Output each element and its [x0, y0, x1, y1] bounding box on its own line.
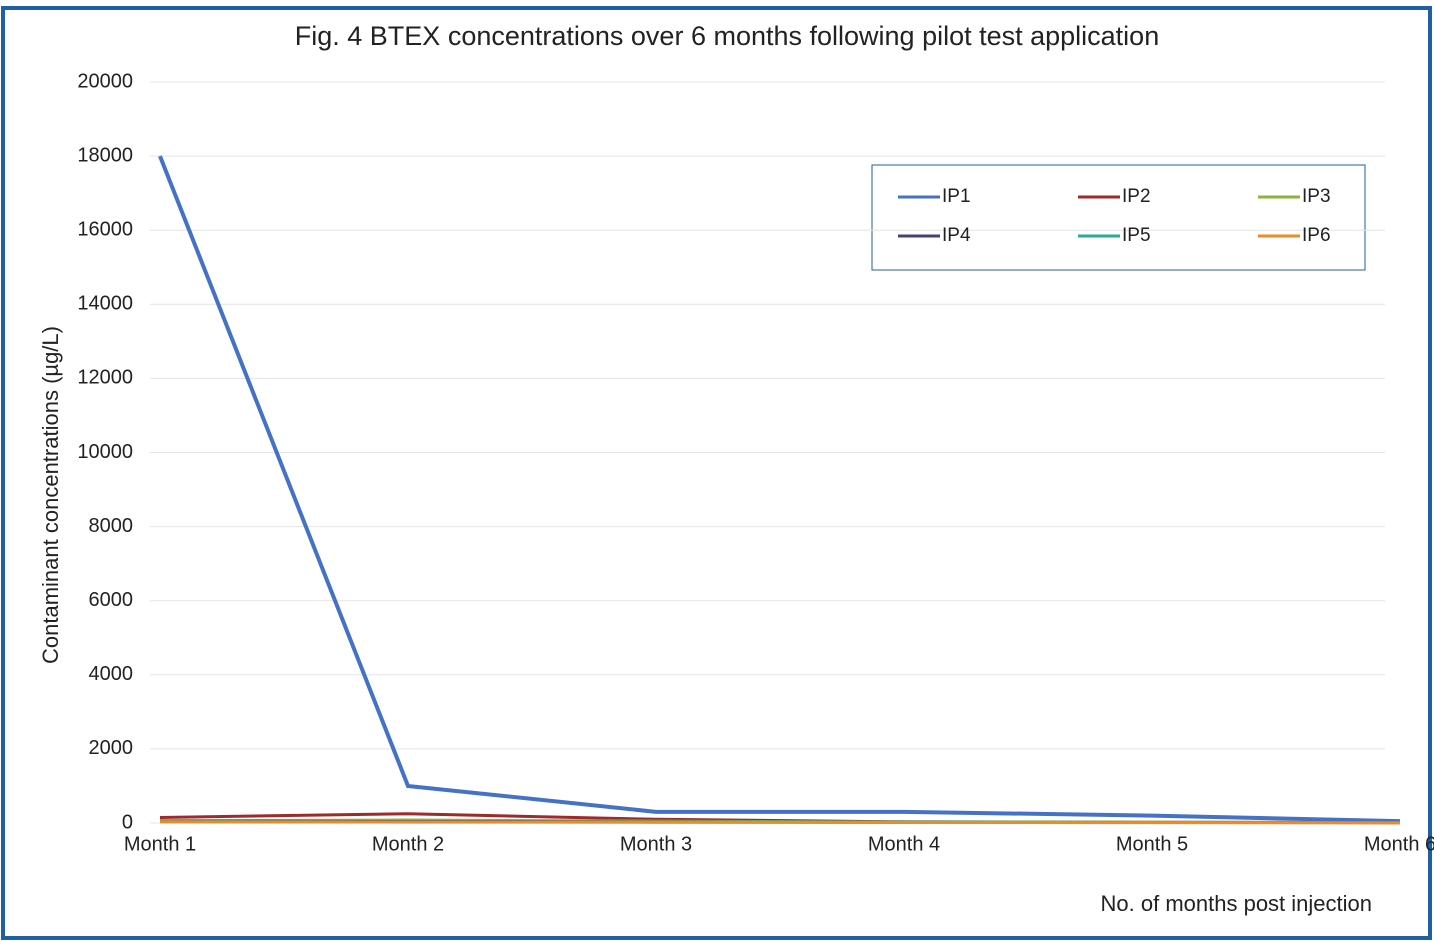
x-tick-label: Month 4: [868, 833, 940, 855]
y-axis-title: Contaminant concentrations (µg/L): [38, 326, 63, 664]
x-tick-label: Month 6: [1364, 833, 1434, 855]
legend-label: IP4: [942, 225, 971, 246]
x-tick-label: Month 2: [372, 833, 444, 855]
chart-title: Fig. 4 BTEX concentrations over 6 months…: [295, 21, 1159, 51]
y-tick-label: 16000: [77, 218, 133, 240]
x-tick-label: Month 5: [1116, 833, 1188, 855]
legend-label: IP2: [1122, 186, 1151, 207]
x-axis-title: No. of months post injection: [1101, 891, 1372, 916]
frame: [1, 6, 1432, 940]
legend-label: IP3: [1302, 186, 1331, 207]
legend-label: IP1: [942, 186, 971, 207]
x-tick-label: Month 1: [124, 833, 196, 855]
legend-label: IP6: [1302, 225, 1331, 246]
y-tick-label: 8000: [89, 515, 134, 537]
y-tick-label: 10000: [77, 441, 133, 463]
y-tick-label: 6000: [89, 589, 134, 611]
legend-box: [871, 164, 1366, 271]
series-line: [159, 820, 1401, 825]
y-tick-label: 18000: [77, 144, 133, 166]
y-tick-label: 2000: [89, 737, 134, 759]
y-tick-label: 14000: [77, 293, 133, 315]
y-tick-label: 0: [122, 811, 133, 833]
series-line: [158, 155, 1401, 824]
x-tick-label: Month 3: [620, 833, 692, 855]
y-tick-label: 20000: [77, 70, 133, 92]
y-tick-label: 4000: [89, 663, 134, 685]
legend-label: IP5: [1122, 225, 1151, 246]
y-tick-label: 12000: [77, 367, 133, 389]
